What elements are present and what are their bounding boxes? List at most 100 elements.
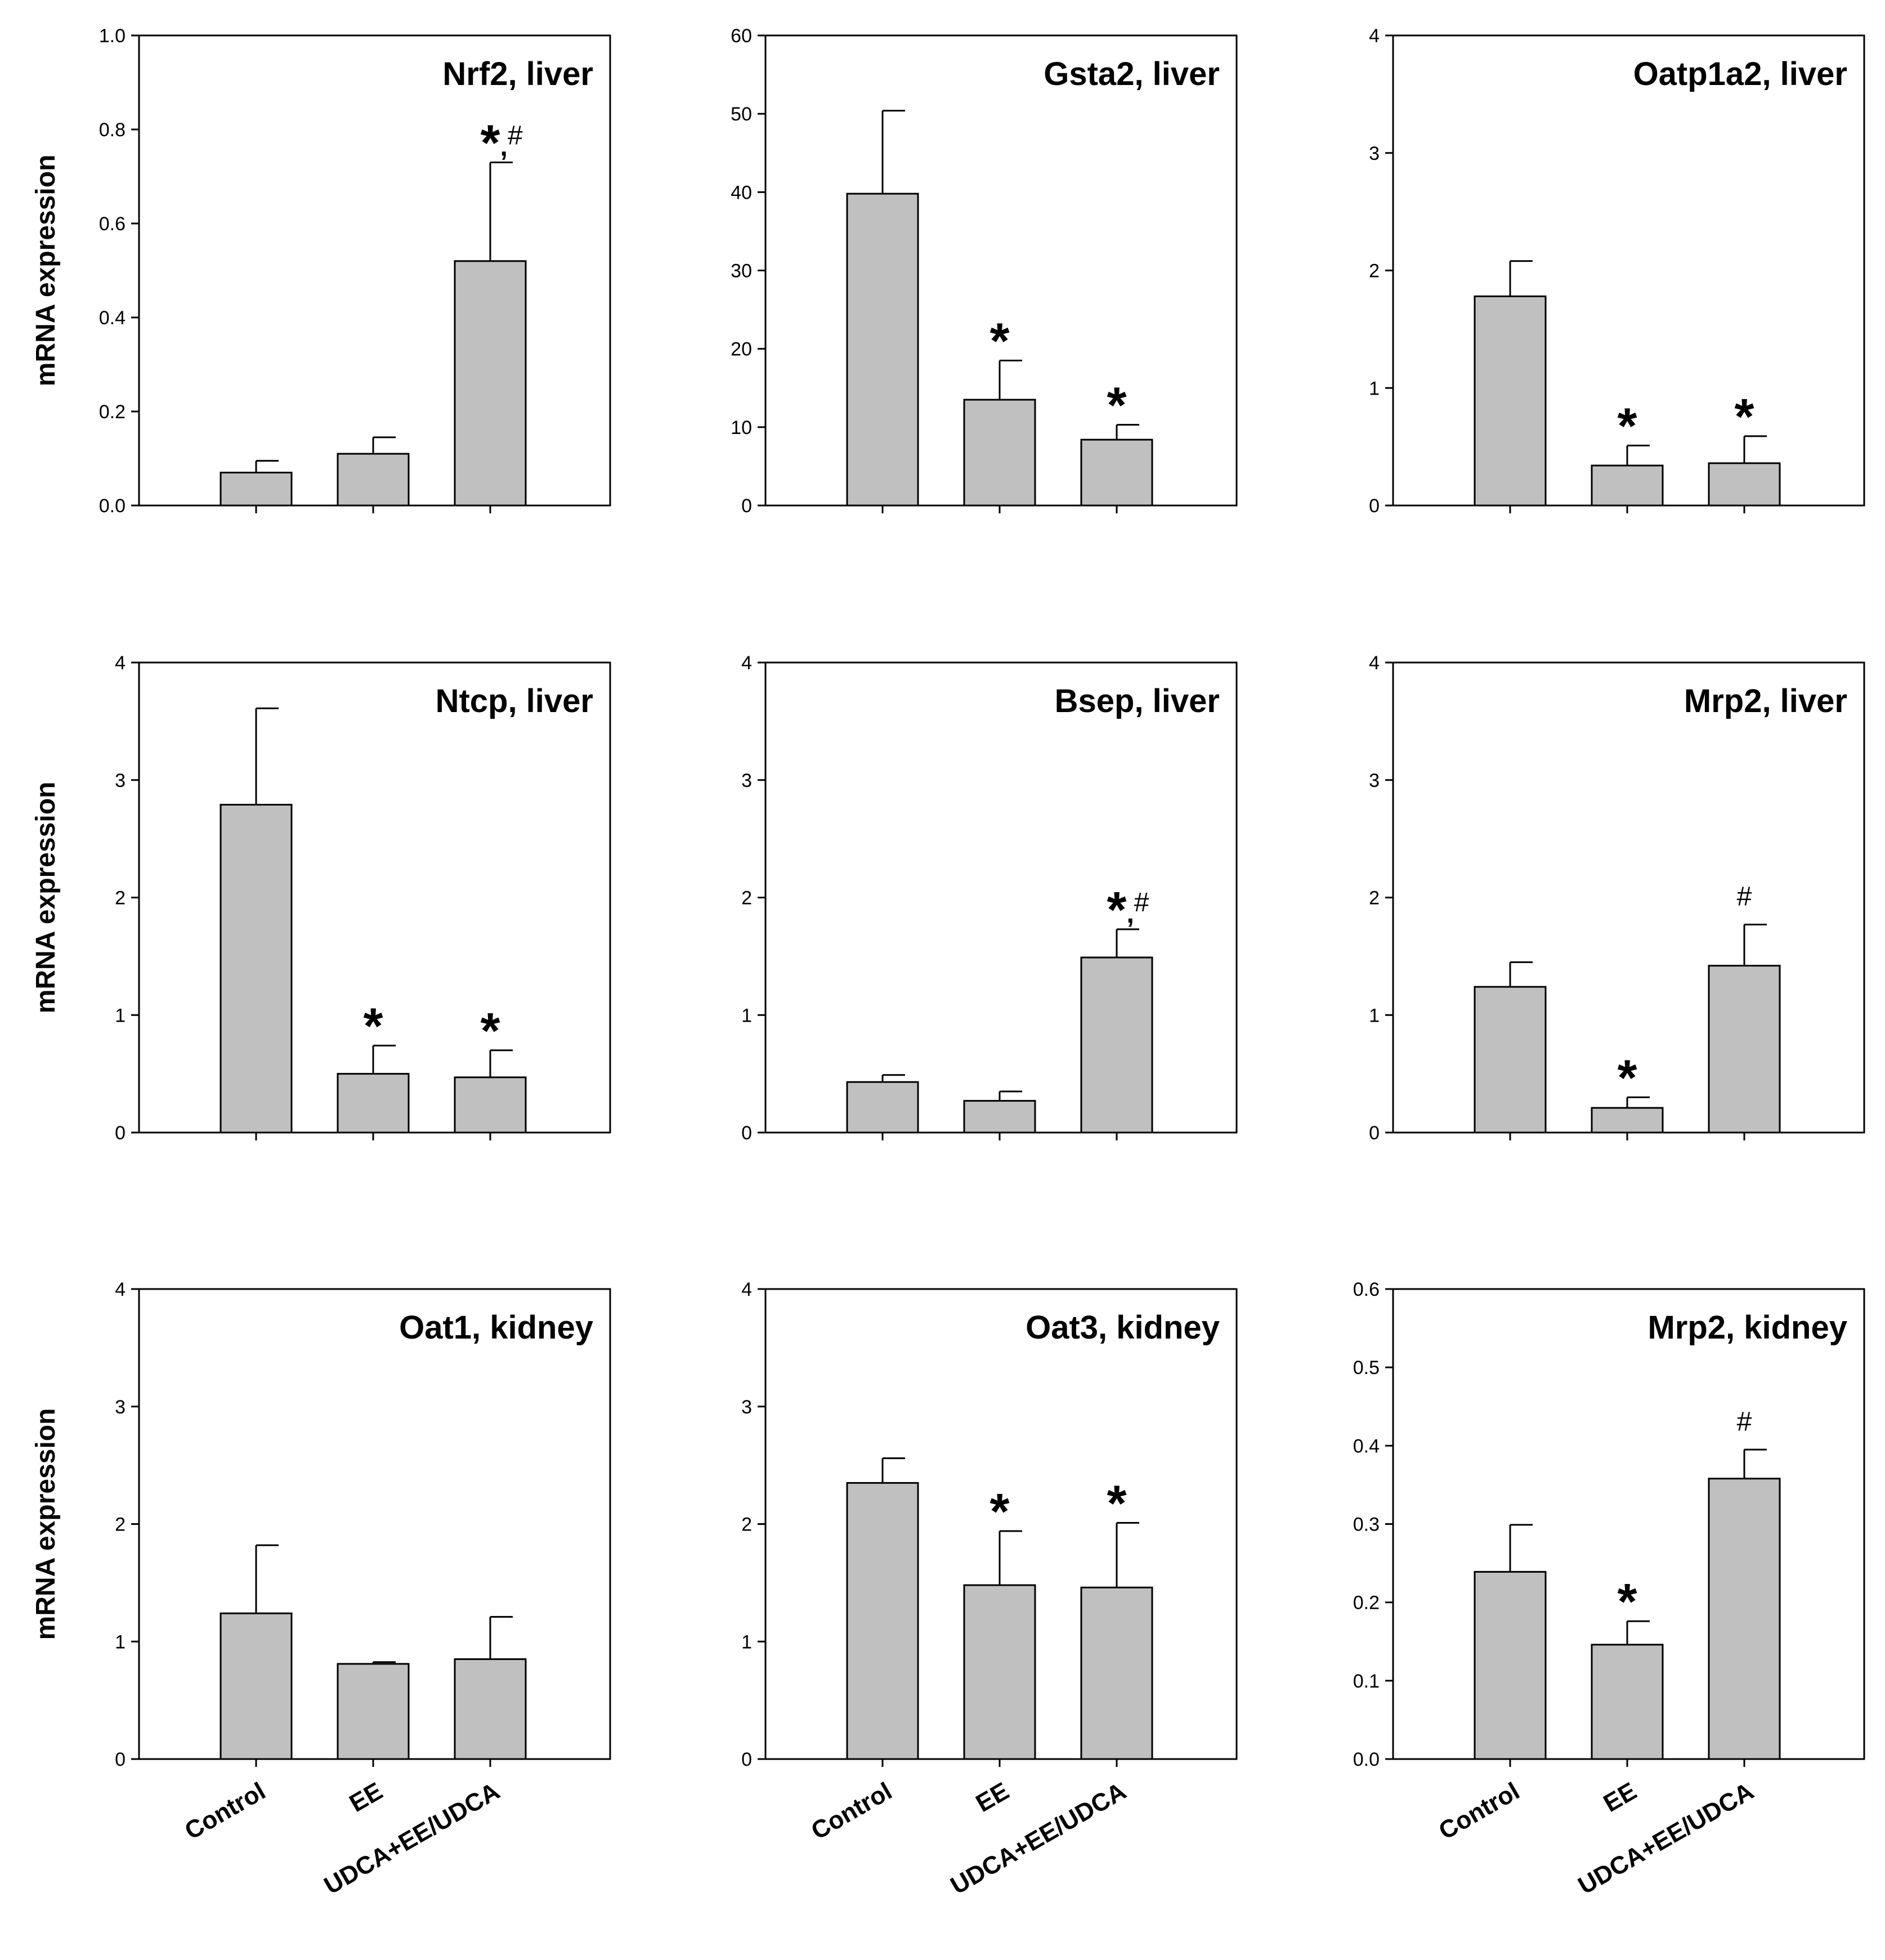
panel-9: 0.0 0.1 0.2 0.3 0.4 0.5 0.6 * # Mrp2, kidney Contr… xyxy=(1353,1279,1865,1900)
y-tick-label: 3 xyxy=(1369,770,1380,791)
bar-1 xyxy=(220,1612,293,1760)
y-tick-label: 4 xyxy=(115,1279,126,1300)
significance-mark: * xyxy=(363,999,383,1055)
significance-mark: *,# xyxy=(480,115,522,171)
bar-2 xyxy=(963,399,1036,507)
y-tick-label: 4 xyxy=(741,1279,752,1300)
panel-7: 0 1 2 3 4 Oat1, kidney mRNA expression Control E… xyxy=(31,1279,611,1900)
plot-frame xyxy=(138,661,611,1134)
y-tick-label: 60 xyxy=(731,25,752,47)
y-axis-label: mRNA expression xyxy=(31,155,61,387)
y-tick-label: 0.6 xyxy=(99,213,126,235)
significance-mark: * xyxy=(1617,1050,1637,1106)
plot-frame xyxy=(138,34,611,507)
panel-title: Nrf2, liver xyxy=(442,56,593,92)
y-tick-label: 1 xyxy=(741,1631,752,1653)
significance-mark: * xyxy=(989,314,1009,370)
y-tick-label: 2 xyxy=(115,888,126,909)
bar-1 xyxy=(1474,1570,1547,1760)
y-tick-label: 0 xyxy=(741,1749,752,1770)
x-category-label: Control xyxy=(1434,1777,1524,1845)
y-tick-label: 0 xyxy=(741,1122,752,1144)
bar-3 xyxy=(1708,1478,1781,1760)
y-tick-label: 2 xyxy=(741,1514,752,1536)
y-tick-label: 1 xyxy=(1369,378,1380,399)
bar-2 xyxy=(963,1584,1036,1760)
y-tick-label: 20 xyxy=(731,339,752,360)
y-tick-label: 0.2 xyxy=(99,401,126,423)
x-category-label: Control xyxy=(807,1777,897,1845)
panel-title: Ntcp, liver xyxy=(436,683,593,719)
y-tick-label: 2 xyxy=(1369,261,1380,282)
y-tick-label: 3 xyxy=(741,1397,752,1418)
x-category-label: EE xyxy=(345,1777,387,1818)
significance-mark: * xyxy=(1107,1475,1126,1532)
bar-3 xyxy=(1080,438,1153,507)
y-tick-label: 1 xyxy=(115,1005,126,1026)
y-tick-label: 0 xyxy=(115,1122,126,1144)
bar-1 xyxy=(846,1081,919,1134)
y-tick-label: 4 xyxy=(1369,652,1380,674)
panel-3: 0 1 2 3 4 * * Oatp1a2, liver xyxy=(1369,25,1865,517)
y-tick-label: 0 xyxy=(1369,495,1380,517)
bar-1 xyxy=(1474,986,1547,1134)
y-tick-label: 30 xyxy=(731,261,752,282)
plot-frame xyxy=(764,661,1238,1134)
bar-2 xyxy=(337,1073,410,1134)
bar-1 xyxy=(846,193,919,507)
y-tick-label: 3 xyxy=(115,770,126,791)
y-tick-label: 40 xyxy=(731,182,752,203)
significance-mark: *,# xyxy=(1107,882,1149,938)
significance-mark: # xyxy=(1737,882,1752,912)
y-tick-label: 3 xyxy=(115,1397,126,1418)
panel-title: Mrp2, liver xyxy=(1684,683,1847,719)
panel-6: 0 1 2 3 4 * # Mrp2, liver xyxy=(1369,652,1865,1144)
significance-mark: * xyxy=(1107,378,1126,434)
bar-3 xyxy=(1080,1586,1153,1760)
panel-title: Bsep, liver xyxy=(1055,683,1220,719)
x-category-label: EE xyxy=(1599,1777,1641,1818)
panel-1: 0.0 0.2 0.4 0.6 0.8 1.0 *,# Nrf2, liver mRNA exp… xyxy=(31,25,611,517)
panel-title: Gsta2, liver xyxy=(1044,56,1220,92)
y-tick-label: 0.3 xyxy=(1353,1514,1380,1536)
y-tick-label: 0.4 xyxy=(1353,1435,1380,1457)
bar-2 xyxy=(337,1663,410,1760)
panel-title: Oat3, kidney xyxy=(1026,1309,1220,1346)
panel-title: Mrp2, kidney xyxy=(1647,1309,1847,1346)
y-tick-label: 0.6 xyxy=(1353,1279,1380,1300)
x-category-label: EE xyxy=(971,1777,1014,1818)
y-axis-label: mRNA expression xyxy=(31,782,61,1014)
y-tick-label: 4 xyxy=(741,652,752,674)
panel-5: 0 1 2 3 4 *,# Bsep, liver xyxy=(741,652,1238,1144)
y-axis-label: mRNA expression xyxy=(31,1408,61,1640)
bar-3 xyxy=(1708,965,1781,1134)
bar-3 xyxy=(454,1076,527,1134)
y-tick-label: 0.5 xyxy=(1353,1357,1380,1379)
y-tick-label: 0.2 xyxy=(1353,1592,1380,1614)
significance-mark: * xyxy=(1734,389,1754,445)
panel-4: 0 1 2 3 4 * * Ntcp, liver mRNA expression xyxy=(31,652,611,1144)
y-tick-label: 1.0 xyxy=(99,25,126,47)
bar-3 xyxy=(454,260,527,507)
panel-title: Oat1, kidney xyxy=(399,1309,593,1346)
bar-1 xyxy=(220,804,293,1134)
y-tick-label: 0.0 xyxy=(99,495,126,517)
significance-mark: * xyxy=(480,1003,500,1059)
panel-title: Oatp1a2, liver xyxy=(1633,56,1847,92)
y-tick-label: 1 xyxy=(1369,1005,1380,1026)
bar-2 xyxy=(337,453,410,507)
y-tick-label: 3 xyxy=(741,770,752,791)
bar-2 xyxy=(963,1100,1036,1134)
y-tick-label: 10 xyxy=(731,417,752,438)
bar-1 xyxy=(1474,295,1547,507)
y-tick-label: 0 xyxy=(1369,1122,1380,1144)
significance-mark: * xyxy=(1617,399,1637,455)
y-tick-label: 0 xyxy=(741,495,752,517)
bar-2 xyxy=(1591,464,1664,507)
bar-2 xyxy=(1591,1644,1664,1760)
y-tick-label: 0.1 xyxy=(1353,1671,1380,1692)
y-tick-label: 1 xyxy=(741,1005,752,1026)
bar-1 xyxy=(220,472,293,507)
